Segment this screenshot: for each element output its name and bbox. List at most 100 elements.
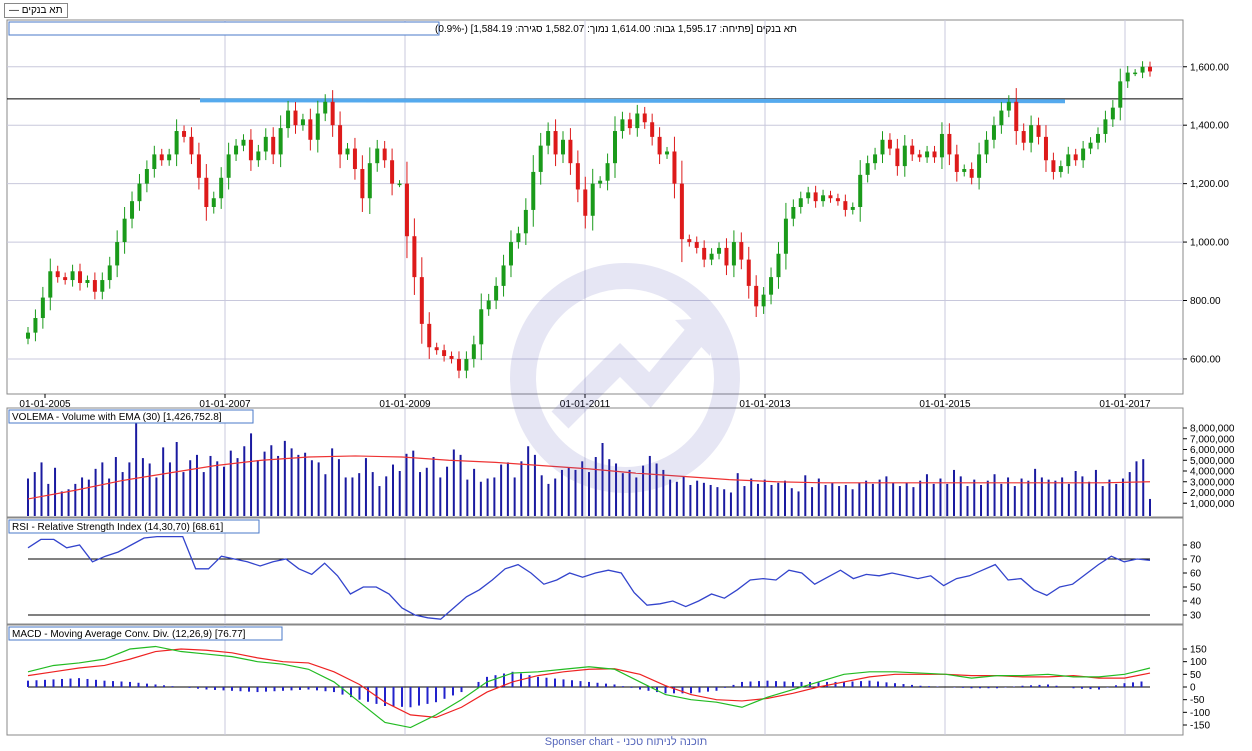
candle-body (828, 195, 833, 199)
candle-body (390, 160, 395, 184)
candle-body (315, 113, 320, 140)
rsi-grid (224, 518, 1126, 624)
rsi-title: RSI - Relative Strength Index (14,30,70)… (12, 522, 223, 533)
candle-body (531, 171, 536, 210)
candle-body (783, 218, 788, 254)
candle-body (427, 323, 432, 348)
x-tick-label: 01-01-2011 (560, 399, 611, 410)
candle-body (598, 180, 603, 184)
candle-body (48, 271, 53, 298)
candle-body (63, 277, 68, 281)
y-tick-label: 1,000.00 (1190, 238, 1229, 249)
candle-body (308, 119, 313, 140)
candle-body (300, 119, 305, 126)
candle-body (1014, 101, 1019, 132)
candle-body (241, 139, 246, 146)
candle-body (293, 110, 298, 126)
candle-body (211, 198, 216, 207)
candle-body (575, 163, 580, 190)
candle-body (107, 265, 112, 281)
candle-body (702, 247, 707, 260)
candle-body (613, 131, 618, 164)
candle-body (456, 358, 461, 371)
candle-body (902, 145, 907, 167)
volume-ema-line (27, 455, 1151, 500)
candle-body (605, 163, 610, 181)
y-tick-label: 4,000,000 (1190, 467, 1235, 478)
candle-body (1140, 66, 1145, 73)
price-plot-frame (6, 19, 1184, 395)
y-tick-label: 40 (1190, 597, 1202, 608)
candle-body (1110, 107, 1115, 120)
candle-body (137, 183, 142, 202)
candle-body (910, 145, 915, 155)
candle-body (665, 151, 670, 155)
candle-body (1021, 131, 1026, 143)
y-tick-label: -100 (1190, 708, 1210, 719)
candle-body (962, 169, 967, 172)
candle-body (397, 183, 402, 186)
candle-body (479, 309, 484, 345)
y-tick-label: 800.00 (1190, 296, 1221, 307)
watermark-logo (510, 263, 740, 493)
candle-body (1058, 166, 1063, 172)
candle-body (791, 207, 796, 219)
candle-body (26, 332, 30, 339)
candle-body (887, 139, 892, 149)
candle-body (984, 139, 989, 155)
candle-body (932, 151, 937, 158)
x-tick-label: 01-01-2009 (379, 399, 431, 410)
candle-body (226, 154, 231, 178)
candle-body (1006, 101, 1011, 111)
y-tick-label: 1,200.00 (1190, 179, 1229, 190)
candle-body (717, 247, 722, 254)
candle-body (256, 151, 261, 161)
price-title: תא בנקים [פתיחה: 1,595.17 גבוה: 1,614.00… (435, 24, 797, 35)
candle-body (263, 136, 268, 152)
candle-body (278, 128, 283, 155)
volume-panel: 1,000,0002,000,0003,000,0004,000,0005,00… (6, 407, 1235, 518)
candle-body (999, 110, 1004, 126)
candle-body (122, 218, 127, 243)
candle-body (92, 280, 97, 292)
candle-body (672, 151, 677, 184)
candle-body (248, 139, 253, 161)
candle-body (352, 148, 357, 170)
candle-body (152, 154, 157, 170)
candle-body (271, 136, 276, 155)
candle-body (189, 136, 194, 155)
candle-body (850, 207, 855, 210)
rsi-y-axis: 30 40 50 60 70 80 (1183, 541, 1202, 622)
macd-plot-frame (6, 624, 1184, 736)
candle-body (523, 209, 528, 234)
y-tick-label: 600.00 (1190, 354, 1221, 365)
candle-body (546, 131, 551, 146)
candle-body (323, 101, 328, 114)
candle-body (471, 344, 476, 359)
y-tick-label: 1,400.00 (1190, 121, 1229, 132)
candle-body (167, 154, 172, 161)
candle-body (954, 154, 959, 172)
candle-body (568, 139, 573, 164)
y-tick-label: 30 (1190, 611, 1202, 622)
candle-body (969, 169, 974, 178)
candle-body (657, 136, 662, 155)
y-tick-label: 60 (1190, 569, 1202, 580)
candle-body (1051, 160, 1056, 172)
y-tick-label: 50 (1190, 583, 1202, 594)
candle-body (650, 122, 655, 137)
candle-body (70, 271, 75, 281)
candle-body (464, 358, 469, 371)
candle-body (821, 195, 826, 202)
rsi-plot-frame (6, 517, 1184, 625)
legend-tab[interactable]: תא בנקים — (4, 3, 68, 18)
candle-body (709, 253, 714, 260)
candle-body (508, 242, 513, 266)
candle-body (516, 233, 521, 243)
candle-body (754, 285, 759, 307)
candle-body (1088, 142, 1093, 149)
candle-body (1118, 81, 1123, 108)
y-tick-label: 80 (1190, 541, 1202, 552)
rsi-line (27, 535, 1151, 620)
